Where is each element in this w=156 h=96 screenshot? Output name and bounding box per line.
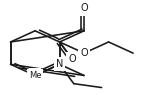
Text: N: N <box>56 59 63 69</box>
Text: O: O <box>80 48 88 58</box>
Text: O: O <box>80 3 88 13</box>
Text: O: O <box>68 54 76 64</box>
Text: Me: Me <box>29 71 41 80</box>
Text: N: N <box>31 70 39 80</box>
